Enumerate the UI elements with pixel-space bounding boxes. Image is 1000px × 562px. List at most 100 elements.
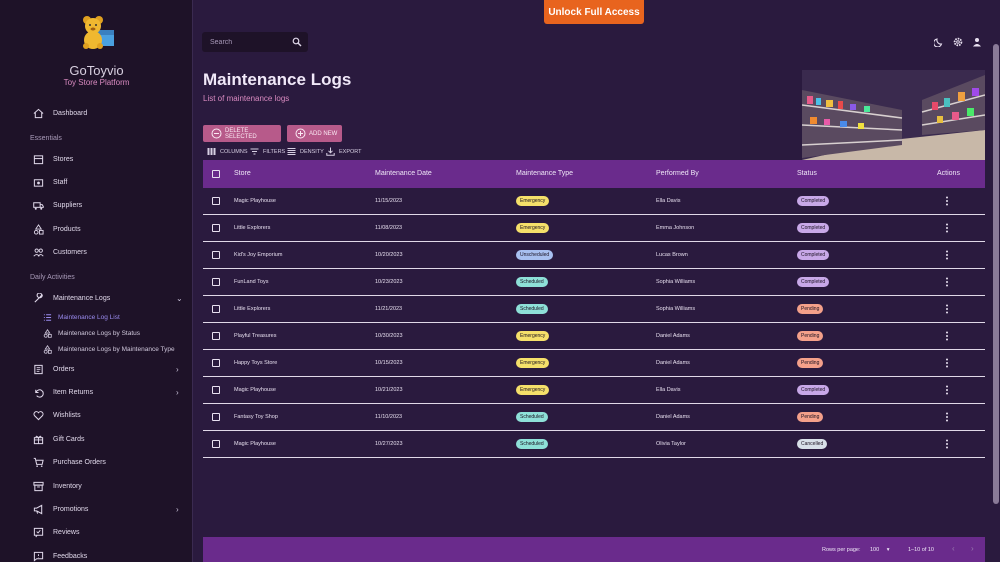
sidebar-subitem-label: Maintenance Log List xyxy=(58,313,120,321)
more-vert-icon[interactable] xyxy=(945,277,949,287)
row-checkbox[interactable] xyxy=(212,278,220,286)
status-chip: Completed xyxy=(797,277,830,287)
maintenance-type-chip: Scheduled xyxy=(516,277,548,287)
density-button[interactable]: DENSITY xyxy=(287,147,324,156)
sidebar-item-item-returns[interactable]: Item Returns › xyxy=(0,382,192,402)
cell-performed-by: Ella Davis xyxy=(656,198,681,204)
sidebar-item-stores[interactable]: Stores xyxy=(0,149,192,169)
row-checkbox[interactable] xyxy=(212,332,220,340)
more-vert-icon[interactable] xyxy=(945,196,949,206)
settings-icon[interactable] xyxy=(953,37,963,47)
table-row[interactable]: Fantasy Toy Shop 11/10/2023 Scheduled Danie… xyxy=(203,404,985,431)
more-vert-icon[interactable] xyxy=(945,223,949,233)
cart-icon xyxy=(33,457,44,467)
table-row[interactable]: Happy Toys Store 10/15/2023 Emergency Danie… xyxy=(203,350,985,377)
sidebar-item-staff[interactable]: Staff xyxy=(0,172,192,192)
sidebar-item-gift-cards[interactable]: Gift Cards xyxy=(0,429,192,449)
rows-per-page-select[interactable]: 100 ▾ xyxy=(870,547,889,553)
maintenance-type-chip: Emergency xyxy=(516,223,550,233)
column-header-performed-by[interactable]: Performed By xyxy=(656,170,699,177)
row-checkbox[interactable] xyxy=(212,197,220,205)
sidebar-subitem-maintenance-log-list[interactable]: Maintenance Log List xyxy=(0,310,192,324)
table-row[interactable]: Little Explorers 11/08/2023 Emergency Emma … xyxy=(203,215,985,242)
sidebar-item-label: Products xyxy=(53,225,81,233)
unlock-full-access-button[interactable]: Unlock Full Access xyxy=(544,0,644,24)
row-checkbox[interactable] xyxy=(212,413,220,421)
row-checkbox[interactable] xyxy=(212,440,220,448)
status-chip: Pending xyxy=(797,331,824,341)
sidebar-item-purchase-orders[interactable]: Purchase Orders xyxy=(0,452,192,472)
section-daily-activities: Daily Activities xyxy=(30,274,75,281)
density-label: DENSITY xyxy=(300,148,324,155)
density-icon xyxy=(287,148,296,155)
maintenance-type-chip: Emergency xyxy=(516,358,550,368)
row-checkbox[interactable] xyxy=(212,251,220,259)
column-header-maintenance-type[interactable]: Maintenance Type xyxy=(516,170,574,177)
select-all-checkbox[interactable] xyxy=(212,170,220,178)
more-vert-icon[interactable] xyxy=(945,412,949,422)
sidebar-item-label: Gift Cards xyxy=(53,435,85,443)
row-checkbox[interactable] xyxy=(212,305,220,313)
more-vert-icon[interactable] xyxy=(945,250,949,260)
cell-store: Playful Treasures xyxy=(234,333,277,339)
previous-page-icon[interactable]: ‹ xyxy=(952,544,955,553)
table-row[interactable]: FunLand Toys 10/23/2023 Scheduled Sophia Wi… xyxy=(203,269,985,296)
table-row[interactable]: Playful Treasures 10/30/2023 Emergency Dani… xyxy=(203,323,985,350)
more-vert-icon[interactable] xyxy=(945,358,949,368)
table-row[interactable]: Magic Playhouse 10/21/2023 Emergency Ella D… xyxy=(203,377,985,404)
row-checkbox[interactable] xyxy=(212,359,220,367)
columns-button[interactable]: COLUMNS xyxy=(207,147,248,156)
scrollbar[interactable] xyxy=(993,44,999,504)
next-page-icon[interactable]: › xyxy=(971,544,974,553)
caret-down-icon: ▾ xyxy=(886,547,890,553)
column-header-store[interactable]: Store xyxy=(234,170,251,177)
sidebar-item-promotions[interactable]: Promotions › xyxy=(0,499,192,519)
table-row[interactable]: Little Explorers 11/21/2023 Scheduled Sophi… xyxy=(203,296,985,323)
search-icon[interactable] xyxy=(292,37,302,47)
sidebar-item-wishlists[interactable]: Wishlists xyxy=(0,405,192,425)
sidebar-item-label: Stores xyxy=(53,155,74,163)
shapes-icon xyxy=(33,223,44,235)
sidebar-item-suppliers[interactable]: Suppliers xyxy=(0,195,192,215)
table-row[interactable]: Kid's Joy Emporium 10/20/2023 Unscheduled L… xyxy=(203,242,985,269)
search-input[interactable] xyxy=(210,38,290,46)
sidebar-item-feedbacks[interactable]: Feedbacks xyxy=(0,546,192,562)
sidebar-item-label: Orders xyxy=(53,365,75,373)
sidebar-item-label: Promotions xyxy=(53,505,89,513)
sidebar-item-customers[interactable]: Customers xyxy=(0,242,192,262)
sidebar-item-products[interactable]: Products xyxy=(0,219,192,239)
column-header-status[interactable]: Status xyxy=(797,170,817,177)
cell-store: Little Explorers xyxy=(234,225,271,231)
sidebar-item-maintenance-logs[interactable]: Maintenance Logs ⌄ xyxy=(0,288,192,308)
table-row[interactable]: Magic Playhouse 10/27/2023 Scheduled Olivia… xyxy=(203,431,985,458)
sidebar-item-label: Dashboard xyxy=(53,109,88,117)
sidebar-subitem-by-status[interactable]: Maintenance Logs by Status xyxy=(0,326,192,340)
account-icon[interactable] xyxy=(972,37,982,47)
search-box xyxy=(202,32,308,52)
sidebar-item-reviews[interactable]: Reviews xyxy=(0,522,192,542)
sidebar-item-label: Inventory xyxy=(53,482,82,490)
filters-button[interactable]: FILTERS xyxy=(250,147,285,156)
sidebar-item-orders[interactable]: Orders › xyxy=(0,359,192,379)
cell-performed-by: Lucas Brown xyxy=(656,252,688,258)
cell-performed-by: Sophia Williams xyxy=(656,279,696,285)
add-new-button[interactable]: ADD NEW xyxy=(287,125,342,142)
row-checkbox[interactable] xyxy=(212,224,220,232)
column-header-maintenance-date[interactable]: Maintenance Date xyxy=(375,170,432,177)
more-vert-icon[interactable] xyxy=(945,304,949,314)
delete-selected-button[interactable]: DELETE SELECTED xyxy=(203,125,281,142)
pagination-range: 1–10 of 10 xyxy=(908,547,934,553)
more-vert-icon[interactable] xyxy=(945,385,949,395)
sidebar-item-dashboard[interactable]: Dashboard xyxy=(0,103,192,123)
cell-store: Magic Playhouse xyxy=(234,387,276,393)
row-checkbox[interactable] xyxy=(212,386,220,394)
table-row[interactable]: Magic Playhouse 11/15/2023 Emergency Ella D… xyxy=(203,188,985,215)
sidebar-subitem-by-type[interactable]: Maintenance Logs by Maintenance Type xyxy=(0,342,192,356)
receipt-icon xyxy=(34,364,43,374)
sidebar-item-inventory[interactable]: Inventory xyxy=(0,476,192,496)
export-button[interactable]: EXPORT xyxy=(326,147,362,156)
more-vert-icon[interactable] xyxy=(945,331,949,341)
more-vert-icon[interactable] xyxy=(945,439,949,449)
rows-per-page-label: Rows per page: xyxy=(822,547,861,553)
dark-mode-icon[interactable] xyxy=(934,37,944,47)
